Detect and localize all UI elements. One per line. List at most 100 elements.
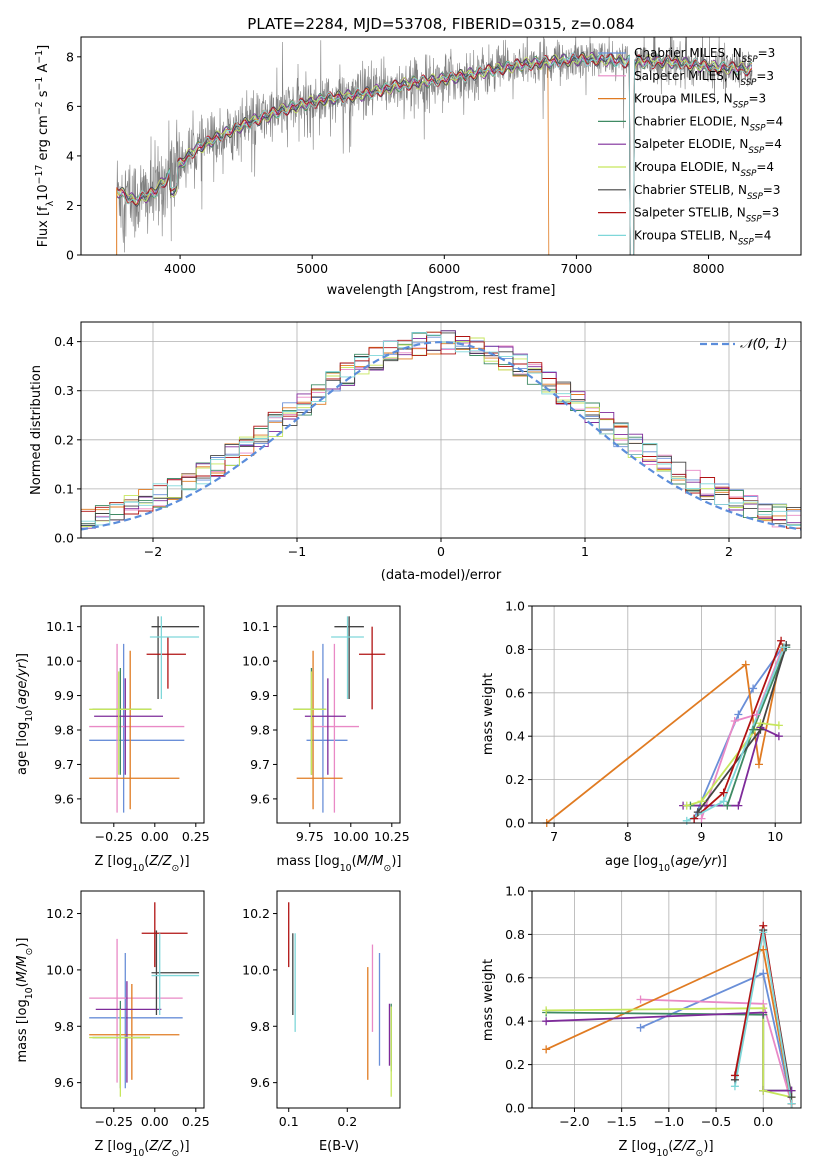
- weight-marker: [730, 717, 739, 726]
- y-tick-label: 0.0: [54, 531, 74, 546]
- label-part: )]: [179, 1139, 189, 1154]
- label-part: (: [670, 854, 675, 869]
- label-part: SSP: [738, 237, 755, 247]
- plots-layer: 4000 5000 6000 7000 8000 0 2 4 6 8 wavelength [Ang…: [15, 36, 802, 1159]
- label-part: 10: [658, 863, 670, 874]
- plot-area: [546, 640, 788, 823]
- label-part: SSP: [742, 55, 759, 65]
- weight-marker: [734, 801, 743, 810]
- legend-label: Kroupa STELIB, NSSP=4: [634, 228, 771, 247]
- weight-marker: [759, 928, 768, 937]
- weight-marker: [697, 814, 706, 823]
- y-tick-label: 0: [66, 248, 74, 263]
- legend-label: Salpeter MILES, NSSP=3: [634, 69, 774, 88]
- weight-marker: [542, 1017, 551, 1026]
- label-part: =3: [762, 206, 780, 220]
- label-part: ⊙: [172, 863, 180, 874]
- label-part: Flux [f: [36, 206, 51, 247]
- x-axis-label: mass [log10(M/M⊙)]: [277, 854, 402, 874]
- weight-marker: [759, 1004, 768, 1013]
- y-tick-label: 6: [66, 99, 74, 114]
- weight-marker: [756, 725, 765, 734]
- label-part: =4: [756, 160, 774, 174]
- axes-mass_vs_Z: −0.25 0.00 0.259.69.810.010.2Z [log10(Z/Z⊙…: [15, 890, 210, 1159]
- y-tick-label: 0.0: [505, 1101, 525, 1116]
- y-tick-label: 9.9: [54, 688, 74, 703]
- y-tick-label: 0.6: [505, 685, 525, 700]
- weight-marker: [636, 1023, 645, 1032]
- x-tick-label: −1.0: [654, 1114, 684, 1129]
- label-part: Normed distribution: [29, 365, 44, 495]
- legend-label: 𝒩(0, 1): [740, 337, 787, 352]
- x-tick-label: −0.25: [95, 829, 133, 844]
- label-part: SSP: [750, 123, 767, 133]
- x-tick-label: 8: [624, 829, 632, 844]
- label-part: SSP: [741, 169, 758, 179]
- x-tick-label: 8000: [693, 261, 725, 276]
- axes-frame: [80, 890, 205, 1109]
- y-tick-label: 4: [66, 148, 74, 163]
- axes-spectrum: 4000 5000 6000 7000 8000 0 2 4 6 8 wavelength [Ang…: [34, 36, 802, 298]
- normal-curve: [81, 341, 801, 531]
- x-tick-label: −2: [144, 544, 162, 559]
- weight-marker: [690, 814, 699, 823]
- plot-area: [293, 616, 386, 813]
- label-part: E(B-V): [319, 1139, 359, 1154]
- label-part: 10: [24, 987, 35, 999]
- model-line: [116, 52, 753, 255]
- y-tick-label: 0.8: [505, 927, 525, 942]
- weight-marker: [759, 969, 768, 978]
- label-part: )]: [717, 854, 727, 869]
- label-part: )]: [179, 854, 189, 869]
- label-part: )]: [15, 653, 30, 663]
- legend-label: Chabrier MILES, NSSP=3: [634, 46, 775, 65]
- plot-area: [89, 902, 200, 1097]
- weight-marker: [777, 636, 786, 645]
- label-part: ]: [36, 45, 51, 50]
- label-part: (: [144, 1139, 149, 1154]
- label-part: SSP: [747, 192, 764, 202]
- x-tick-label: 0.25: [182, 829, 210, 844]
- y-axis-label: Flux [fλ10−17 erg cm−2 s−1 A−1]: [34, 45, 56, 247]
- label-part: (data-model)/error: [381, 568, 502, 583]
- legend-label: Chabrier ELODIE, NSSP=4: [634, 114, 783, 133]
- weight-marker: [749, 684, 758, 693]
- y-tick-label: 2: [66, 198, 74, 213]
- x-tick-label: 4000: [164, 261, 196, 276]
- y-tick-label: 10.0: [46, 962, 74, 977]
- label-part: (: [15, 982, 30, 987]
- y-axis-label: mass [log10(M/M⊙)]: [15, 938, 35, 1063]
- label-part: ⊙: [696, 1148, 704, 1159]
- legend-label: Kroupa MILES, NSSP=3: [634, 92, 766, 111]
- plot-area: [116, 37, 753, 255]
- label-part: =4: [764, 137, 782, 151]
- weight-marker: [719, 788, 728, 797]
- label-part: −1: [34, 77, 45, 91]
- y-tick-label: 10.0: [242, 654, 270, 669]
- y-tick-label: 0.3: [54, 383, 74, 398]
- y-axis-label: Normed distribution: [29, 365, 44, 495]
- figure-title: PLATE=2284, MJD=53708, FIBERID=0315, z=0…: [247, 15, 634, 33]
- label-part: Kroupa STELIB, N: [634, 228, 738, 242]
- label-part: (: [15, 705, 30, 710]
- label-part: Salpeter ELODIE, N: [634, 137, 748, 151]
- x-tick-label: 10.00: [333, 829, 369, 844]
- weight-marker: [542, 1045, 551, 1054]
- y-tick-label: 10.1: [46, 619, 74, 634]
- x-tick-label: −1.5: [606, 1114, 636, 1129]
- label-part: (: [668, 1139, 673, 1154]
- x-tick-label: 10: [767, 829, 783, 844]
- y-tick-label: 0.4: [505, 1014, 525, 1029]
- label-part: −1: [34, 50, 45, 64]
- label-part: mass weight: [481, 959, 496, 1041]
- weight-marker: [759, 945, 768, 954]
- weight-line: [686, 722, 780, 807]
- label-part: mass [log: [15, 999, 30, 1062]
- axes-frame: [276, 890, 401, 1109]
- label-part: Chabrier ELODIE, N: [634, 114, 750, 128]
- x-tick-label: 0.0: [753, 1114, 773, 1129]
- weight-marker: [730, 1071, 739, 1080]
- histogram-8: [81, 331, 801, 538]
- y-axis-label: mass weight: [481, 959, 496, 1041]
- label-part: =3: [763, 183, 781, 197]
